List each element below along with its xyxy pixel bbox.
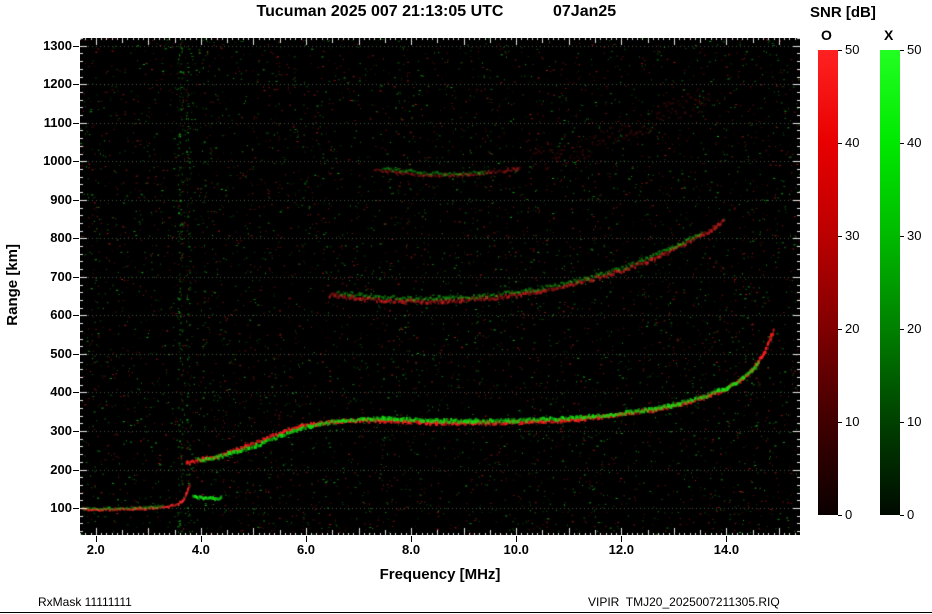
colorbar-o-mode-label: O (821, 27, 832, 43)
colorbar-x-tick-mark (900, 329, 904, 330)
y-tick-label: 400 (50, 384, 72, 400)
colorbar-o-tick-mark (838, 143, 842, 144)
y-tick-mark (73, 353, 79, 355)
colorbar-o-tick-label: 0 (845, 507, 853, 522)
colorbar-x (880, 50, 900, 515)
x-tick-label: 2.0 (86, 542, 105, 557)
y-tick-mark (73, 45, 79, 47)
colorbar-x-tick-mark (900, 236, 904, 237)
colorbar-o-tick-label: 50 (845, 42, 860, 57)
plot-title: Tucuman 2025 007 21:13:05 UTC (256, 3, 504, 20)
colorbar-x-tick-label: 40 (907, 135, 922, 150)
y-tick-label: 600 (50, 307, 72, 323)
x-tick-label: 8.0 (402, 542, 421, 557)
x-tick-mark (621, 536, 623, 542)
y-tick-mark (73, 84, 79, 86)
rxmask-label: RxMask 11111111 (38, 595, 132, 609)
x-tick-mark (411, 536, 413, 542)
colorbar-x-mode-label: X (884, 27, 894, 43)
y-tick-label: 1200 (43, 76, 72, 92)
colorbar-o-tick-label: 30 (845, 228, 860, 243)
colorbar-x-tick-mark (900, 515, 904, 516)
y-tick-label: 500 (50, 345, 72, 361)
y-tick-label: 100 (50, 500, 72, 516)
y-tick-mark (73, 161, 79, 163)
y-tick-label: 1300 (43, 37, 72, 53)
x-tick-mark (95, 536, 97, 542)
plot-date: 07Jan25 (553, 3, 617, 20)
x-tick-label: 6.0 (296, 542, 316, 557)
colorbar-o-tick-mark (838, 422, 842, 423)
bottom-divider (0, 612, 932, 613)
x-tick-label: 10.0 (503, 542, 529, 557)
x-axis-label: Frequency [MHz] (379, 566, 501, 583)
y-axis-label: Range [km] (4, 244, 21, 326)
y-tick-mark (73, 469, 79, 471)
y-tick-label: 300 (50, 422, 72, 438)
x-tick-mark (516, 536, 518, 542)
ionogram-canvas (80, 38, 800, 535)
colorbar-x-tick-mark (900, 50, 904, 51)
x-tick-mark (305, 536, 307, 542)
y-tick-mark (73, 276, 79, 278)
y-tick-label: 1100 (43, 114, 72, 130)
colorbar-o-tick-label: 20 (845, 321, 860, 336)
x-tick-label: 4.0 (191, 542, 210, 557)
y-tick-mark (73, 122, 79, 124)
colorbar-o-tick-mark (838, 236, 842, 237)
y-tick-mark (73, 315, 79, 317)
plot-area (80, 38, 800, 535)
y-tick-label: 700 (50, 268, 72, 284)
colorbar-x-tick-mark (900, 143, 904, 144)
colorbar-x-tick-label: 0 (907, 507, 915, 522)
colorbar-title: SNR [dB] (810, 4, 876, 21)
filename-label: VIPIR TMJ20_2025007211305.RIQ (588, 595, 780, 609)
x-tick-mark (200, 536, 202, 542)
y-tick-label: 900 (50, 191, 72, 207)
colorbar-o-tick-label: 10 (845, 414, 860, 429)
y-tick-mark (73, 508, 79, 510)
colorbar-x-tick-label: 30 (907, 228, 922, 243)
y-tick-label: 800 (50, 230, 72, 246)
y-tick-mark (73, 392, 79, 394)
colorbar-x-tick-label: 50 (907, 42, 922, 57)
x-tick-mark (726, 536, 728, 542)
y-tick-mark (73, 238, 79, 240)
colorbar-x-tick-label: 10 (907, 414, 922, 429)
colorbar-o (818, 50, 838, 515)
y-tick-label: 200 (50, 461, 72, 477)
y-tick-mark (73, 199, 79, 201)
colorbar-o-tick-mark (838, 515, 842, 516)
y-tick-label: 1000 (43, 153, 72, 169)
colorbar-x-tick-mark (900, 422, 904, 423)
colorbar-o-tick-mark (838, 329, 842, 330)
colorbar-o-tick-mark (838, 50, 842, 51)
x-tick-label: 12.0 (608, 542, 634, 557)
colorbar-x-tick-label: 20 (907, 321, 922, 336)
x-tick-label: 14.0 (713, 542, 740, 557)
colorbar-o-tick-label: 40 (845, 135, 860, 150)
y-tick-mark (73, 430, 79, 432)
